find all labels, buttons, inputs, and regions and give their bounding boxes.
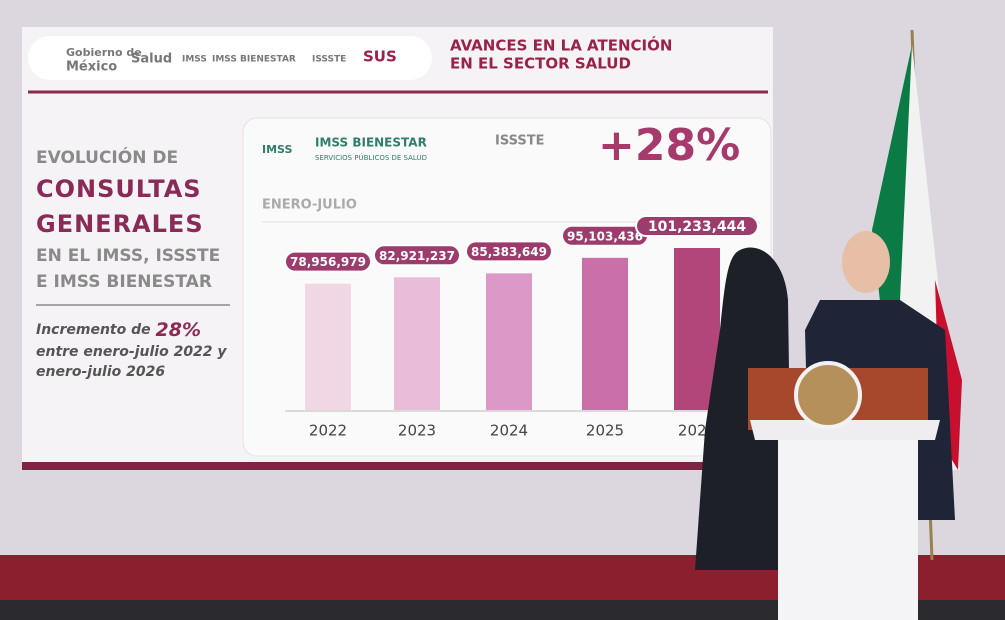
value-pill bbox=[465, 240, 553, 263]
logo: IMSS BIENESTAR bbox=[315, 136, 427, 150]
bar bbox=[486, 273, 532, 410]
logo: IMSS BIENESTAR bbox=[212, 55, 296, 65]
left-title: EN EL IMSS, ISSSTE bbox=[36, 246, 220, 266]
value-label: 85,383,649 bbox=[471, 245, 547, 259]
screen-bottom bbox=[22, 462, 773, 470]
logo-bar bbox=[28, 36, 432, 80]
x-tick-label: 2022 bbox=[309, 422, 347, 440]
bar bbox=[582, 257, 628, 410]
value-label: 101,233,444 bbox=[648, 219, 747, 235]
left-title: CONSULTAS bbox=[36, 175, 202, 203]
left-title: EVOLUCIÓN DE bbox=[36, 146, 178, 168]
left-note: entre enero-julio 2022 y bbox=[36, 344, 227, 360]
head bbox=[842, 231, 890, 293]
floor bbox=[0, 600, 1005, 620]
logo: ISSSTE bbox=[312, 55, 346, 65]
podium bbox=[778, 440, 918, 620]
header-title: EN EL SECTOR SALUD bbox=[450, 55, 631, 73]
left-note: Incremento de 28% bbox=[36, 319, 201, 341]
bar bbox=[305, 283, 351, 410]
x-tick-label: 2023 bbox=[398, 422, 436, 440]
bars: 78,956,979 2022 82,921,237 2023 85,383,649 20… bbox=[284, 215, 759, 440]
logo: México bbox=[66, 60, 117, 75]
value-pill bbox=[373, 244, 461, 267]
value-label: 82,921,237 bbox=[379, 249, 455, 263]
logo: IMSS bbox=[182, 55, 207, 65]
headline: +28% bbox=[598, 120, 740, 171]
logo: Gobierno de bbox=[66, 46, 142, 59]
podium-ledge bbox=[750, 420, 940, 440]
logo: SERVICIOS PÚBLICOS DE SALUD bbox=[315, 153, 427, 162]
left-title: GENERALES bbox=[36, 210, 204, 238]
x-tick-label: 2025 bbox=[586, 422, 624, 440]
note-text: Incremento de bbox=[36, 322, 156, 338]
person bbox=[695, 247, 790, 570]
logo: Salud bbox=[131, 52, 172, 67]
chart-subtitle: ENERO-JULIO bbox=[262, 198, 357, 213]
value-pill bbox=[284, 250, 372, 273]
logo: IMSS bbox=[262, 143, 292, 156]
left-title: E IMSS BIENESTAR bbox=[36, 272, 212, 292]
left-note: enero-julio 2026 bbox=[36, 364, 165, 380]
logo: ISSSTE bbox=[495, 134, 545, 149]
note-highlight: 28% bbox=[156, 319, 201, 341]
value-label: 95,103,436 bbox=[567, 229, 643, 243]
x-tick-label: 2024 bbox=[490, 422, 528, 440]
logo: SUS bbox=[363, 48, 397, 66]
header-title: AVANCES EN LA ATENCIÓN bbox=[450, 36, 672, 55]
seal bbox=[794, 361, 862, 429]
value-pill bbox=[635, 215, 759, 237]
bar bbox=[394, 277, 440, 410]
value-label: 78,956,979 bbox=[290, 255, 366, 269]
